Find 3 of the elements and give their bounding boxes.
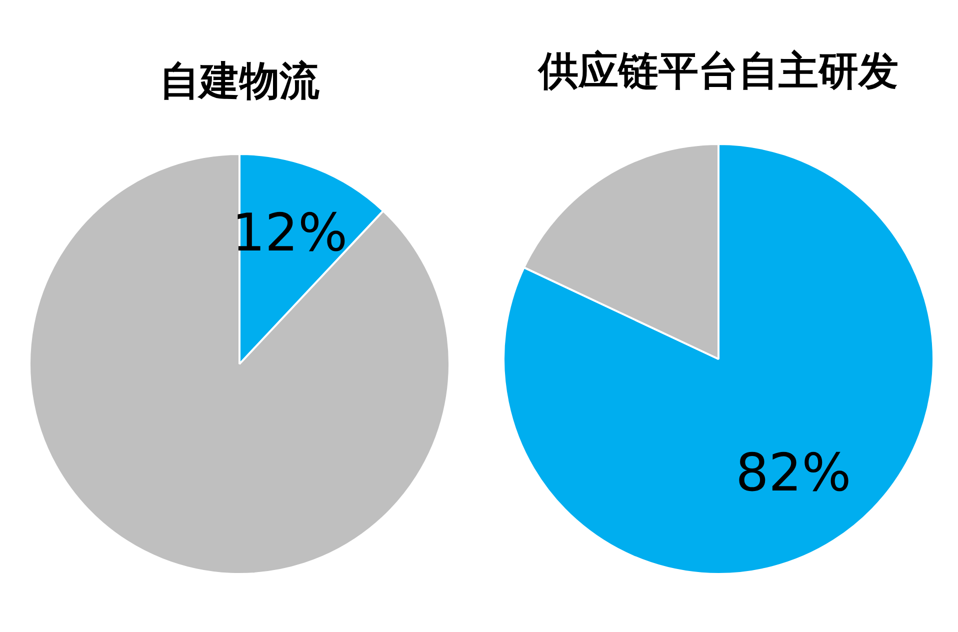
chart-title: 供应链平台自主研发 bbox=[536, 48, 898, 94]
data-label: 82% bbox=[736, 444, 852, 504]
chart-title: 自建物流 bbox=[160, 58, 320, 104]
